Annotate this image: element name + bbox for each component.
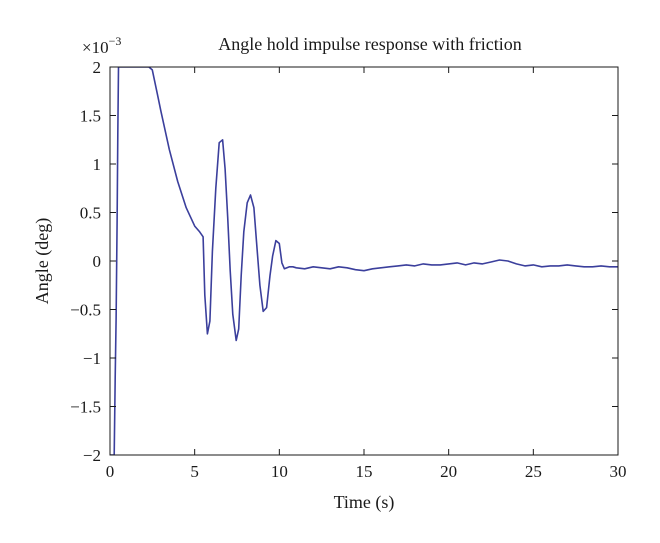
y-tick-label: −1.5	[70, 398, 101, 417]
x-tick-label: 25	[525, 462, 542, 481]
y-tick-label: 1	[93, 155, 102, 174]
y-multiplier-base: ×10	[82, 38, 109, 57]
axes-frame	[109, 66, 619, 456]
y-axis: 2 1.5 1 0.5 0 −0.5 −1 −1.5 −2	[70, 58, 618, 465]
x-tick-label: 30	[610, 462, 627, 481]
y-tick-label: 0	[93, 252, 102, 271]
y-tick-label: −0.5	[70, 301, 101, 320]
y-multiplier-exponent: −3	[109, 34, 122, 48]
x-axis-title: Time (s)	[334, 492, 395, 513]
y-tick-label: 0.5	[80, 204, 101, 223]
x-axis: 0 5 10 15 20 25 30	[106, 67, 627, 481]
x-tick-label: 20	[440, 462, 457, 481]
x-tick-label: 5	[190, 462, 199, 481]
x-tick-label: 0	[106, 462, 115, 481]
x-tick-label: 10	[271, 462, 288, 481]
y-tick-label: −1	[83, 349, 101, 368]
plot-area	[110, 67, 618, 455]
y-tick-label: 1.5	[80, 107, 101, 126]
y-tick-label: 2	[93, 58, 102, 77]
x-tick-label: 15	[356, 462, 373, 481]
series-line	[110, 67, 618, 455]
y-axis-title: Angle (deg)	[32, 218, 53, 304]
y-axis-multiplier: ×10−3	[82, 34, 121, 57]
y-tick-label: −2	[83, 446, 101, 465]
chart-title: Angle hold impulse response with frictio…	[218, 34, 521, 54]
